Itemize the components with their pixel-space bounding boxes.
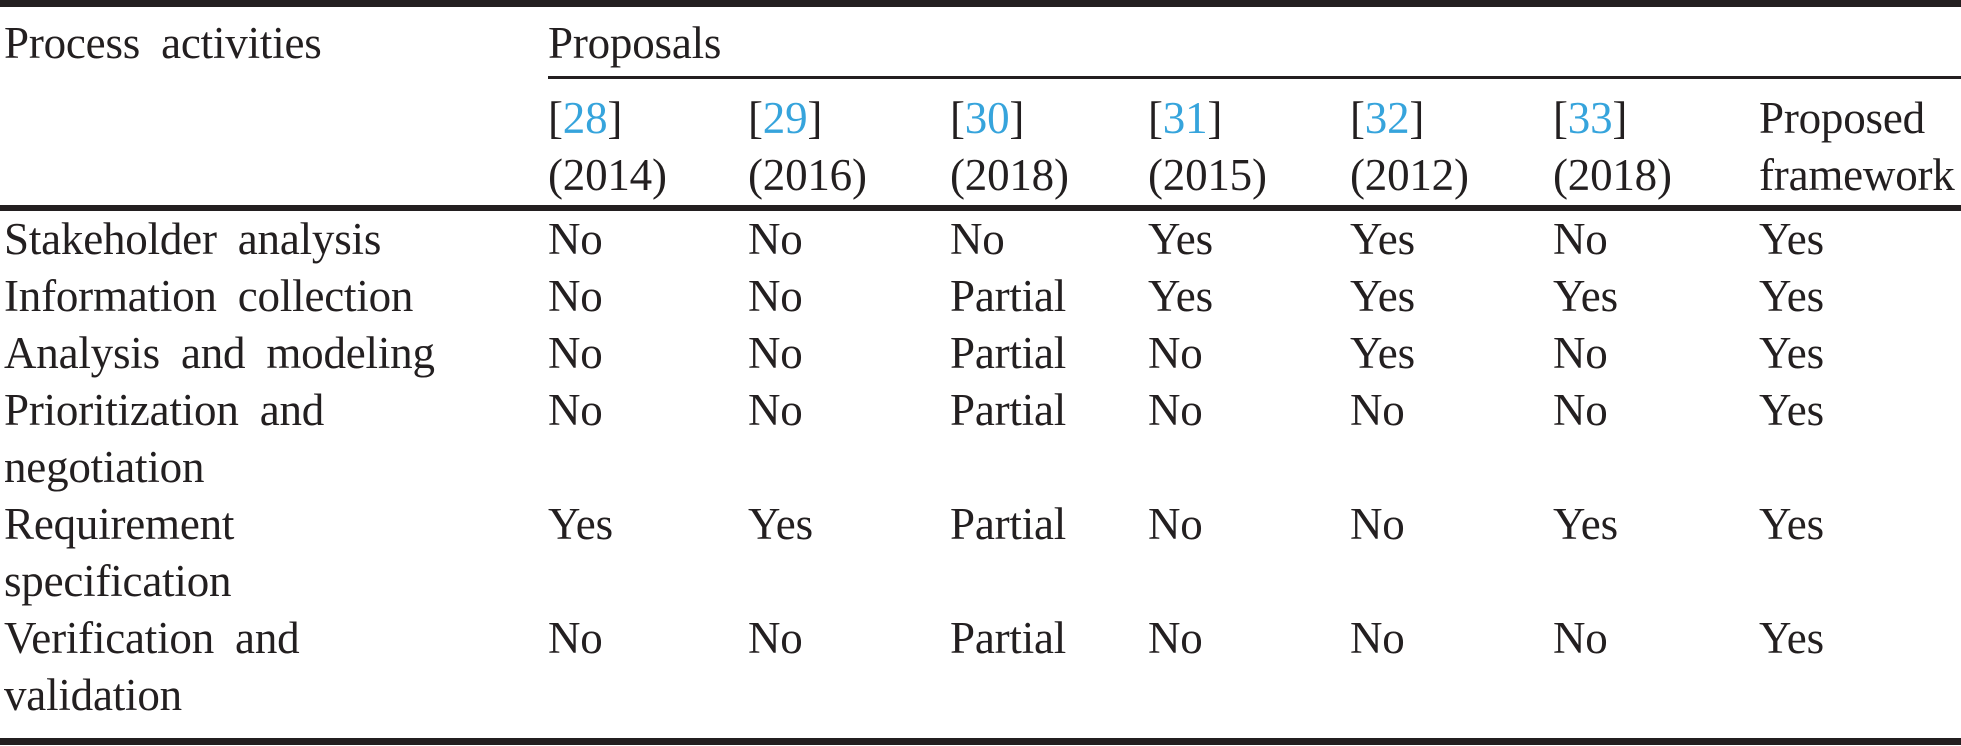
value-cell: No: [950, 213, 1005, 264]
value-cell: No: [1553, 384, 1608, 435]
value-cell: No: [1350, 498, 1405, 549]
table-row: Stakeholder analysis No No No Yes Yes No…: [0, 208, 1961, 268]
value-cell: No: [1148, 327, 1203, 378]
value-cell: Yes: [1350, 213, 1415, 264]
citation-year: (2015): [1148, 150, 1267, 200]
citation-year: (2012): [1350, 150, 1469, 200]
activity-cell: Analysis and modeling: [4, 327, 435, 378]
bracket-close: ]: [1612, 93, 1628, 143]
proposals-group-header: Proposals: [548, 3, 1961, 79]
value-cell: Partial: [950, 612, 1067, 663]
citation-year: (2014): [548, 150, 667, 200]
value-cell: No: [548, 327, 603, 378]
value-cell: No: [1148, 498, 1203, 549]
value-cell: No: [548, 270, 603, 321]
bracket-open: [: [1350, 93, 1365, 143]
process-activities-header: Process activities: [0, 3, 548, 211]
value-cell: Partial: [950, 270, 1067, 321]
value-cell: Partial: [950, 327, 1067, 378]
table-row: Prioritization and negotiation No No Par…: [0, 382, 1961, 496]
citation-header-row: [28] (2014) [29] (2016) [30] (2018) [31]…: [0, 77, 1961, 211]
value-cell: Yes: [1148, 213, 1213, 264]
citation-ref[interactable]: [32]: [1350, 90, 1553, 147]
bracket-open: [: [1553, 93, 1568, 143]
citation-number[interactable]: 30: [964, 93, 1010, 143]
citation-header: [33] (2018): [1553, 77, 1759, 211]
citation-number[interactable]: 33: [1567, 93, 1613, 143]
value-cell: Yes: [1553, 270, 1618, 321]
citation-year: (2016): [748, 150, 867, 200]
citation-header: [31] (2015): [1148, 77, 1350, 211]
value-cell: No: [1148, 612, 1203, 663]
citation-header: [29] (2016): [748, 77, 950, 211]
value-cell: Yes: [1759, 327, 1824, 378]
group-header-row: Process activities Proposals: [0, 3, 1961, 211]
value-cell: Partial: [950, 384, 1067, 435]
citation-header: [32] (2012): [1350, 77, 1553, 211]
citation-ref[interactable]: [29]: [748, 90, 950, 147]
table-row: Verification and validation No No Partia…: [0, 610, 1961, 742]
activity-cell: Information collection: [4, 270, 414, 321]
value-cell: Yes: [1148, 270, 1213, 321]
bracket-close: ]: [807, 93, 823, 143]
value-cell: No: [548, 213, 603, 264]
value-cell: No: [748, 327, 803, 378]
citation-number[interactable]: 28: [562, 93, 608, 143]
value-cell: Yes: [1350, 270, 1415, 321]
table-row: Analysis and modeling No No Partial No Y…: [0, 325, 1961, 382]
value-cell: No: [1148, 384, 1203, 435]
citation-number[interactable]: 31: [1162, 93, 1208, 143]
bracket-open: [: [748, 93, 763, 143]
value-cell: No: [1350, 384, 1405, 435]
citation-year: (2018): [1553, 150, 1672, 200]
value-cell: No: [1553, 213, 1608, 264]
value-cell: No: [1350, 612, 1405, 663]
value-cell: Yes: [748, 498, 813, 549]
value-cell: No: [748, 270, 803, 321]
citation-ref[interactable]: [31]: [1148, 90, 1350, 147]
table-row: Information collection No No Partial Yes…: [0, 268, 1961, 325]
activity-cell: Verification and validation: [4, 612, 300, 720]
bracket-close: ]: [1409, 93, 1425, 143]
value-cell: Yes: [1759, 270, 1824, 321]
bracket-close: ]: [607, 93, 623, 143]
value-cell: No: [748, 213, 803, 264]
value-cell: Yes: [548, 498, 613, 549]
value-cell: Yes: [1759, 612, 1824, 663]
value-cell: No: [748, 612, 803, 663]
bracket-close: ]: [1009, 93, 1025, 143]
value-cell: No: [1553, 327, 1608, 378]
value-cell: No: [548, 384, 603, 435]
citation-header: [30] (2018): [950, 77, 1148, 211]
citation-ref[interactable]: [30]: [950, 90, 1148, 147]
value-cell: Yes: [1553, 498, 1618, 549]
activity-cell: Stakeholder analysis: [4, 213, 382, 264]
value-cell: No: [548, 612, 603, 663]
value-cell: Yes: [1759, 213, 1824, 264]
citation-ref[interactable]: [28]: [548, 90, 748, 147]
value-cell: Yes: [1350, 327, 1415, 378]
citation-header: [28] (2014): [548, 77, 748, 211]
bracket-close: ]: [1207, 93, 1223, 143]
citation-number[interactable]: 32: [1364, 93, 1410, 143]
value-cell: No: [1553, 612, 1608, 663]
table-row: Requirement specification Yes Yes Partia…: [0, 496, 1961, 610]
value-cell: Yes: [1759, 384, 1824, 435]
activity-cell: Prioritization and negotiation: [4, 384, 325, 492]
bracket-open: [: [1148, 93, 1163, 143]
bracket-open: [: [548, 93, 563, 143]
citation-ref[interactable]: [33]: [1553, 90, 1759, 147]
citation-year: (2018): [950, 150, 1069, 200]
proposed-framework-header: Proposed framework: [1759, 77, 1961, 211]
activity-cell: Requirement specification: [4, 498, 235, 606]
citation-number[interactable]: 29: [762, 93, 808, 143]
value-cell: Partial: [950, 498, 1067, 549]
bracket-open: [: [950, 93, 965, 143]
value-cell: Yes: [1759, 498, 1824, 549]
value-cell: No: [748, 384, 803, 435]
